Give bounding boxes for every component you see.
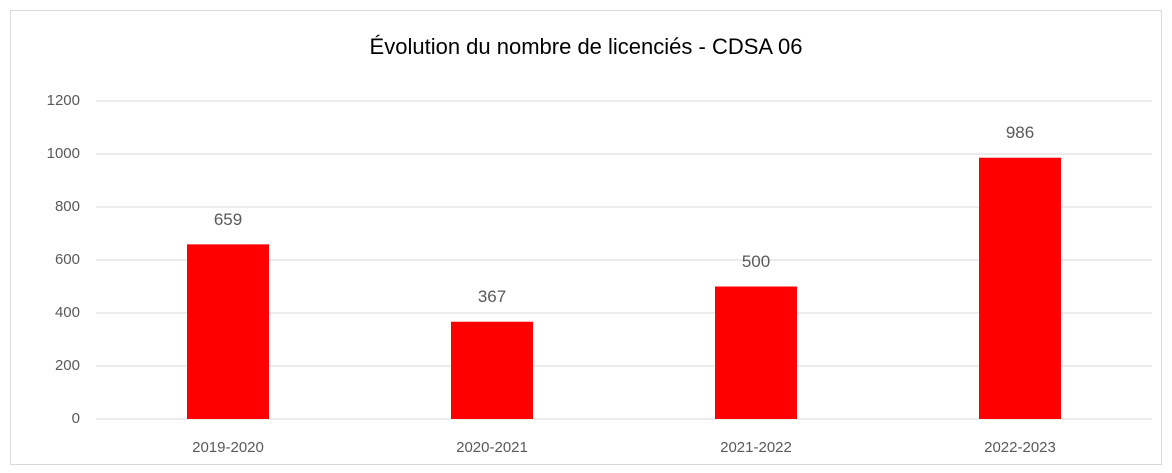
bar (451, 321, 533, 419)
chart-title: Évolution du nombre de licenciés - CDSA … (370, 34, 803, 59)
y-tick-label: 1200 (47, 92, 80, 109)
x-tick-label: 2022-2023 (984, 439, 1056, 456)
y-tick-label: 0 (72, 410, 80, 427)
x-tick-label: 2021-2022 (720, 439, 792, 456)
y-tick-label: 400 (55, 304, 80, 321)
bar (979, 157, 1061, 419)
x-tick-label: 2020-2021 (456, 439, 528, 456)
y-tick-label: 800 (55, 198, 80, 215)
data-label: 659 (214, 210, 242, 229)
data-label: 986 (1006, 123, 1034, 142)
data-label: 500 (742, 252, 770, 271)
bar (187, 244, 269, 419)
bar (715, 286, 797, 419)
x-tick-label: 2019-2020 (192, 439, 264, 456)
y-tick-label: 200 (55, 357, 80, 374)
y-tick-label: 600 (55, 251, 80, 268)
y-tick-label: 1000 (47, 145, 80, 162)
data-label: 367 (478, 287, 506, 306)
